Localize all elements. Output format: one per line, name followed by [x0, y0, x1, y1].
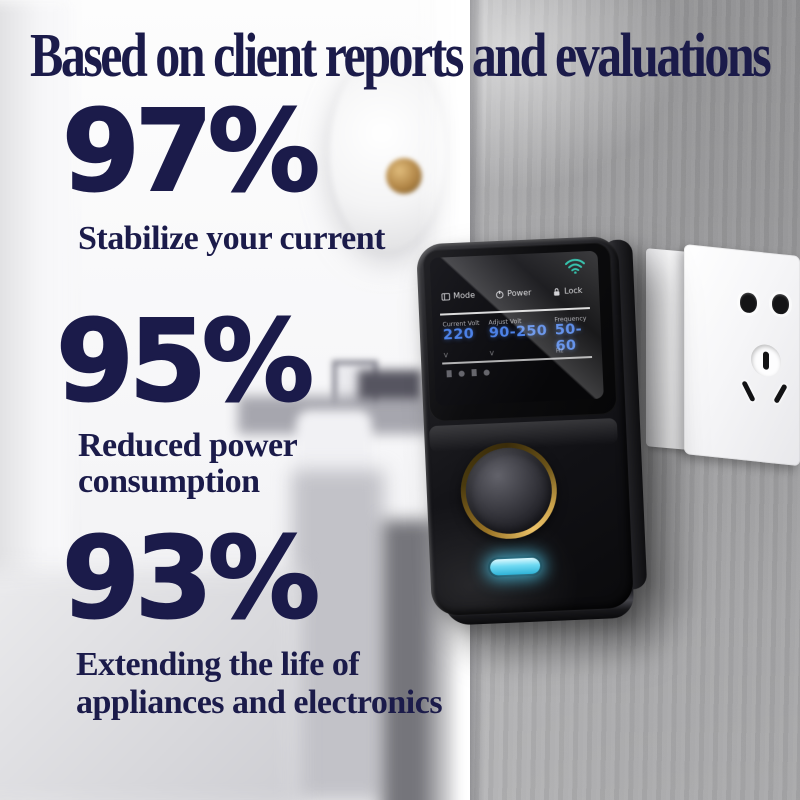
page-title: Based on client reports and evaluations — [30, 18, 772, 90]
mode-status: Mode — [441, 290, 481, 303]
stat-label-line: appliances and electronics — [76, 684, 443, 721]
device-front-face: Mode Power Lock — [415, 235, 635, 617]
socket-earth-slot — [763, 351, 769, 370]
socket-live-slot — [741, 380, 756, 403]
blurred-furniture-light — [292, 470, 384, 800]
wifi-icon — [564, 258, 585, 274]
stat-label-line: Reduced power — [78, 427, 298, 464]
stat-label-line: Stabilize your current — [78, 220, 385, 257]
socket-hole-right — [772, 293, 789, 316]
voltage-stabilizer-device: Mode Power Lock — [415, 235, 648, 626]
stat-label-line: Extending the life of — [76, 646, 360, 683]
socket-recess — [751, 343, 781, 379]
lock-status: Lock — [552, 285, 587, 298]
mode-icon — [441, 293, 451, 301]
stat-label-line: consumption — [78, 463, 260, 500]
socket-plate-right — [684, 244, 800, 467]
lock-icon — [554, 288, 560, 296]
socket-plate-left — [646, 248, 688, 450]
stat-label-93: Extending the life of appliances and ele… — [76, 646, 443, 722]
stat-value-93: 93% — [61, 514, 321, 644]
page-title-text: Based on client reports and evaluations — [30, 19, 772, 90]
stat-label-97: Stabilize your current — [78, 221, 385, 257]
brass-knob — [386, 158, 422, 194]
screen-reflection — [429, 250, 604, 406]
gold-ring-window — [458, 440, 559, 541]
device-lcd-screen: Mode Power Lock — [429, 250, 604, 406]
stat-value-97: 97% — [61, 87, 321, 217]
power-icon — [496, 290, 504, 299]
circular-lens — [463, 445, 554, 536]
blurred-floor — [0, 570, 300, 800]
blurred-interior-background — [0, 0, 480, 800]
stat-value-95: 95% — [55, 297, 315, 427]
screen-status-row: Mode Power Lock — [441, 285, 587, 302]
socket-hole-left — [740, 291, 757, 314]
stat-label-95: Reduced power consumption — [78, 427, 298, 500]
indicator-light-recess — [487, 555, 543, 578]
blurred-object — [358, 370, 422, 400]
power-status: Power — [495, 287, 538, 300]
cyan-indicator-light — [489, 557, 541, 576]
socket-neutral-slot — [773, 383, 788, 404]
